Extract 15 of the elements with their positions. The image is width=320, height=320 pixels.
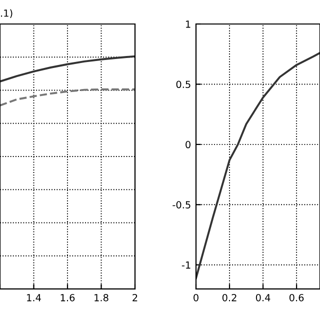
text: .1) (1, 9, 12, 18)
line-series (196, 52, 320, 280)
x-tick-label: 1.8 (94, 294, 108, 302)
x-tick-label: 0 (194, 294, 198, 302)
x-tick-label: 1.6 (60, 294, 75, 302)
x-tick-label: 1.4 (27, 294, 41, 302)
x-tick-label: 2 (132, 294, 138, 302)
y-tick-label: 1 (186, 20, 190, 28)
y-tick-label: -1 (182, 261, 190, 269)
x-tick-label: 0.2 (222, 294, 236, 302)
x-tick-label: 0.6 (289, 294, 304, 302)
y-tick-label: -0.5 (172, 201, 190, 208)
y-tick-label: 0 (186, 140, 190, 148)
x-tick-label: 0.4 (256, 294, 270, 302)
y-tick-label: 0.5 (176, 80, 190, 88)
